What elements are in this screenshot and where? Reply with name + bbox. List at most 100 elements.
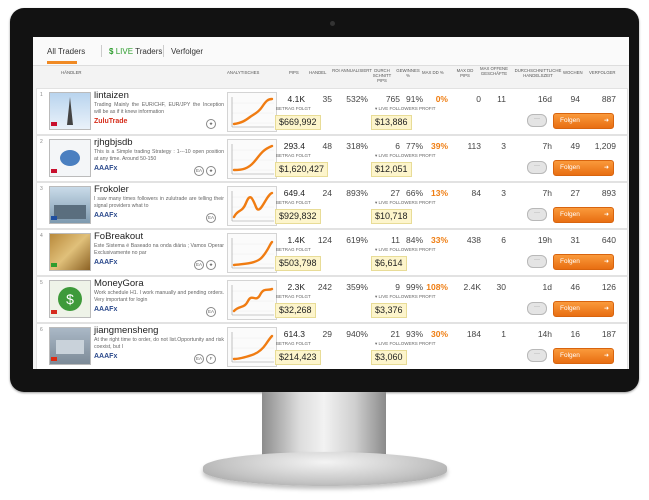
trader-name[interactable]: Frokoler (94, 184, 129, 195)
chat-bubble-icon[interactable]: ··· (527, 349, 547, 362)
pips-value: 4.1K (287, 94, 306, 104)
chat-bubble-icon[interactable]: ··· (527, 302, 547, 315)
ea-badge-icon[interactable]: EA (194, 354, 204, 364)
performance-chart[interactable] (227, 327, 277, 367)
follow-button[interactable]: Folgen ➜ (553, 207, 614, 223)
performance-chart[interactable] (227, 280, 277, 320)
followers-count: 640 (601, 235, 616, 245)
header-offene[interactable]: MAX OFFENE GESCHÄFTE (480, 66, 508, 76)
header-durch[interactable]: DURCH SCHNITT PIPS (372, 68, 392, 83)
chevron-down-icon[interactable]: ▾ (375, 294, 379, 299)
header-verfolger[interactable]: VERFOLGER (589, 70, 616, 75)
performance-chart[interactable] (227, 139, 277, 179)
chat-bubble-icon[interactable]: ··· (527, 208, 547, 221)
follow-button[interactable]: Folgen ➜ (553, 254, 614, 270)
follow-button[interactable]: Folgen ➜ (553, 113, 614, 129)
trades-value: 48 (322, 141, 332, 151)
ea-badge-icon[interactable]: EA (206, 307, 216, 317)
arrow-right-icon: ➜ (603, 306, 609, 312)
amount-followed-label: BETRAG FOLGT (276, 247, 311, 252)
tab-live-traders[interactable]: $ LIVE Traders (109, 47, 163, 56)
ea-badge-icon[interactable]: EA (194, 166, 204, 176)
trader-description: Trading Mainly the EUR/CHF, EUR/JPY the … (94, 102, 224, 115)
roi-value: 318% (346, 141, 368, 151)
tab-verfolger[interactable]: Verfolger (171, 47, 204, 56)
trader-avatar[interactable] (49, 327, 91, 365)
trader-row[interactable]: 5 $ MoneyGora Work schedule H1. I work manu… (36, 276, 628, 323)
trader-row[interactable]: 1 lintaizen Trading Mainly the EUR/CHF, EU… (36, 88, 628, 135)
sparkline-path (232, 240, 274, 267)
follow-button[interactable]: Folgen ➜ (553, 301, 614, 317)
max-open-trades: 3 (501, 141, 506, 151)
weeks-value: 46 (570, 282, 580, 292)
performance-chart[interactable] (227, 92, 277, 132)
country-flag-icon (51, 169, 57, 173)
chevron-down-icon[interactable]: ▾ (375, 200, 379, 205)
trader-name[interactable]: FoBreakout (94, 231, 144, 242)
amount-followed-label: BETRAG FOLGT (276, 153, 311, 158)
trader-name[interactable]: lintaizen (94, 90, 129, 101)
performance-chart[interactable] (227, 233, 277, 273)
header-maxdd-pips[interactable]: MAX DD PIPS (456, 68, 474, 78)
forum-badge-icon[interactable]: F (206, 354, 216, 364)
avg-pips-value: 21 (390, 329, 400, 339)
header-maxdd[interactable]: MAX DD % (422, 70, 444, 75)
header-pips[interactable]: PIPS (289, 70, 299, 75)
ea-badge-icon[interactable]: EA (206, 213, 216, 223)
chevron-down-icon[interactable]: ▾ (375, 153, 379, 158)
ea-badge-icon[interactable]: EA (194, 260, 204, 270)
chevron-down-icon[interactable]: ▾ (375, 106, 379, 111)
chevron-down-icon[interactable]: ▾ (375, 247, 379, 252)
roi-value: 893% (346, 188, 368, 198)
trader-row[interactable]: 6 jiangmensheng At the right time to order… (36, 323, 628, 369)
trader-name[interactable]: MoneyGora (94, 278, 144, 289)
max-drawdown-pips: 438 (466, 235, 481, 245)
sparkline-svg (231, 238, 274, 269)
live-profit-value: $3,376 (371, 303, 407, 318)
live-profit-value: $12,051 (371, 162, 412, 177)
country-flag-icon (51, 310, 57, 314)
header-gewinnes[interactable]: GEWINNES % (396, 68, 420, 78)
performance-chart[interactable] (227, 186, 277, 226)
max-drawdown-percent: 13% (430, 188, 448, 198)
avg-pips-value: 11 (391, 235, 400, 245)
winning-percent-value: 99% (405, 282, 423, 292)
weeks-value: 16 (570, 329, 580, 339)
trader-row[interactable]: 4 FoBreakout Este Sistema é Baseado na ond… (36, 229, 628, 276)
live-dollar-icon: $ (109, 47, 114, 56)
header-handel[interactable]: HANDEL (309, 70, 327, 75)
country-flag-icon (51, 357, 57, 361)
header-handler[interactable]: HÄNDLER (61, 70, 82, 75)
weeks-value: 31 (570, 235, 580, 245)
chat-bubble-icon[interactable]: ··· (527, 161, 547, 174)
pips-value: 614.3 (283, 329, 305, 339)
header-zeit[interactable]: DURCHSCHNITTLICHE HANDELSZEIT (514, 68, 562, 78)
chat-bubble-icon[interactable]: ··· (527, 114, 547, 127)
live-profit-label: ▾ LIVE FOLLOWERS PROFIT (375, 106, 436, 111)
avg-pips-value: 6 (395, 141, 400, 151)
amount-followed-value: $32,268 (275, 303, 316, 318)
follow-button[interactable]: Folgen ➜ (553, 348, 614, 364)
max-open-trades: 30 (496, 282, 506, 292)
trader-row[interactable]: 3 Frokoler I saw many times followers in z… (36, 182, 628, 229)
follow-button[interactable]: Folgen ➜ (553, 160, 614, 176)
header-wochen[interactable]: WOCHEN (563, 70, 583, 75)
star-badge-icon[interactable]: ★ (206, 260, 216, 270)
chat-bubble-icon[interactable]: ··· (527, 255, 547, 268)
chevron-down-icon[interactable]: ▾ (375, 341, 379, 346)
trader-name[interactable]: jiangmensheng (94, 325, 159, 336)
star-badge-icon[interactable]: ★ (206, 119, 216, 129)
trader-row[interactable]: 2 rjhgbjsdb This is a Simple trading Strat… (36, 135, 628, 182)
header-roi[interactable]: ROI ANNUALISIERT (332, 68, 372, 73)
rank-number: 6 (40, 327, 43, 333)
pips-value: 649.4 (283, 188, 305, 198)
follow-button-label: Folgen (560, 117, 580, 124)
sparkline-path (232, 191, 274, 219)
sparkline-path (232, 334, 274, 361)
amount-followed-label: BETRAG FOLGT (276, 341, 311, 346)
trader-name[interactable]: rjhgbjsdb (94, 137, 133, 148)
weeks-value: 94 (570, 94, 580, 104)
tab-all-traders[interactable]: All Traders (47, 47, 86, 56)
star-badge-icon[interactable]: ★ (206, 166, 216, 176)
max-open-trades: 3 (501, 188, 506, 198)
